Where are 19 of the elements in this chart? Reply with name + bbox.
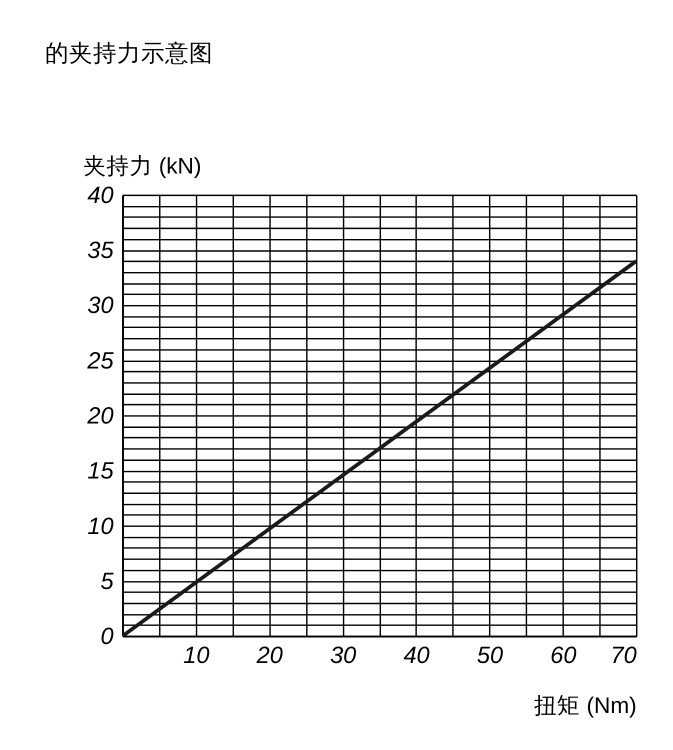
- y-tick-label: 0: [100, 623, 114, 650]
- y-axis-title: 夹持力 (kN): [83, 154, 202, 179]
- x-tick-label: 40: [403, 642, 430, 668]
- x-tick-label: 20: [256, 642, 283, 668]
- y-tick-label: 15: [87, 458, 114, 484]
- x-axis-title: 扭矩 (Nm): [534, 692, 637, 718]
- y-tick-label: 35: [87, 237, 114, 264]
- x-tick-label: 50: [476, 642, 504, 668]
- y-tick-label: 10: [87, 512, 114, 539]
- x-tick-label: 30: [330, 642, 356, 668]
- x-tick-label: 60: [550, 642, 576, 668]
- y-tick-label: 40: [87, 182, 114, 208]
- y-tick-label: 20: [86, 402, 114, 428]
- x-tick-label: 70: [610, 642, 637, 668]
- y-tick-label: 25: [86, 347, 114, 374]
- x-tick-label: 10: [183, 642, 210, 668]
- y-tick-label: 30: [87, 292, 114, 318]
- y-tick-label: 5: [100, 568, 114, 594]
- chart-title: 的夹持力示意图: [45, 40, 214, 66]
